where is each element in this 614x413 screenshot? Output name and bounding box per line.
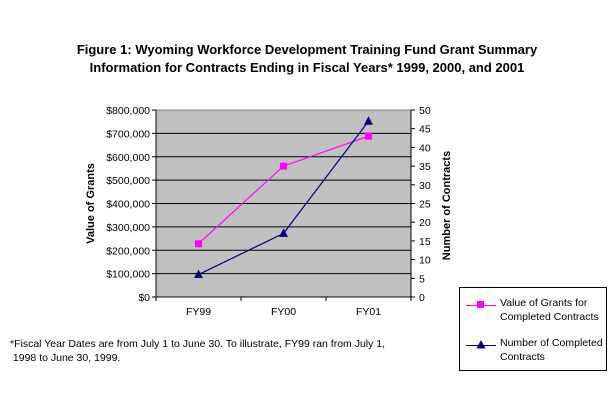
legend-label-contracts-line1: Number of Completed xyxy=(500,337,603,349)
y-tick-label: $400,000 xyxy=(106,199,150,211)
y2-tick-label: 5 xyxy=(419,273,425,285)
y-tick-label: $300,000 xyxy=(106,222,150,234)
x-axis-ticks: FY99 FY00 FY01 xyxy=(155,297,412,318)
y-axis-ticks: $0 $100,000 $200,000 $300,000 $400,000 $500,0… xyxy=(106,105,156,304)
y-tick-label: $600,000 xyxy=(106,152,150,164)
y2-tick-label: 25 xyxy=(419,199,431,211)
y2-tick-label: 50 xyxy=(419,105,431,117)
legend: Value of Grants for Completed Contracts … xyxy=(459,287,607,371)
series-1-point-0 xyxy=(194,269,203,279)
y2-axis-ticks: 0 5 10 15 20 25 30 35 40 45 50 xyxy=(411,105,431,304)
y2-tick-label: 20 xyxy=(419,217,431,229)
series-1-point-2 xyxy=(364,116,373,125)
y-tick-label: $100,000 xyxy=(106,269,150,281)
y-tick-label: $700,000 xyxy=(106,128,150,140)
chart-title-line2: Information for Contracts Ending in Fisc… xyxy=(89,60,525,75)
y2-tick-label: 35 xyxy=(419,161,431,173)
series-layer xyxy=(194,116,373,279)
y-axis-label: Value of Grants xyxy=(85,163,97,244)
series-1-point-1 xyxy=(279,228,288,237)
legend-label-grants-line2: Completed Contracts xyxy=(500,311,599,323)
y2-tick-label: 45 xyxy=(419,124,431,136)
x-tick-label: FY01 xyxy=(356,306,381,318)
legend-label-contracts-line2: Contracts xyxy=(500,351,545,363)
legend-marker-square-icon xyxy=(477,301,484,308)
footnote-line1: *Fiscal Year Dates are from July 1 to Ju… xyxy=(10,338,386,350)
y2-tick-label: 30 xyxy=(419,180,431,192)
y2-tick-label: 0 xyxy=(419,292,425,304)
y-tick-label: $200,000 xyxy=(106,245,150,257)
legend-label-grants-line1: Value of Grants for xyxy=(500,297,588,309)
y-tick-label: $0 xyxy=(138,292,150,304)
series-0-point-2 xyxy=(365,132,372,140)
y-tick-label: $500,000 xyxy=(106,175,150,187)
legend-marker-triangle-icon xyxy=(476,340,486,349)
y2-tick-label: 15 xyxy=(419,236,431,248)
legend-item-grants: Value of Grants for Completed Contracts xyxy=(460,296,606,328)
chart-title-line1: Figure 1: Wyoming Workforce Development … xyxy=(76,42,538,57)
x-tick-label: FY00 xyxy=(271,306,296,318)
legend-label-grants: Value of Grants for Completed Contracts xyxy=(500,296,606,324)
legend-label-contracts: Number of Completed Contracts xyxy=(500,336,606,364)
footnote: *Fiscal Year Dates are from July 1 to Ju… xyxy=(10,337,450,365)
x-tick-label: FY99 xyxy=(186,306,211,318)
y2-tick-label: 10 xyxy=(419,255,431,267)
y2-axis-label: Number of Contracts xyxy=(441,151,453,260)
series-0-point-1 xyxy=(280,162,287,170)
y2-tick-label: 40 xyxy=(419,142,431,154)
series-0-point-0 xyxy=(195,240,202,248)
y-tick-label: $800,000 xyxy=(106,105,150,117)
footnote-line2: 1998 to June 30, 1999. xyxy=(10,352,121,364)
legend-item-contracts: Number of Completed Contracts xyxy=(460,336,606,368)
